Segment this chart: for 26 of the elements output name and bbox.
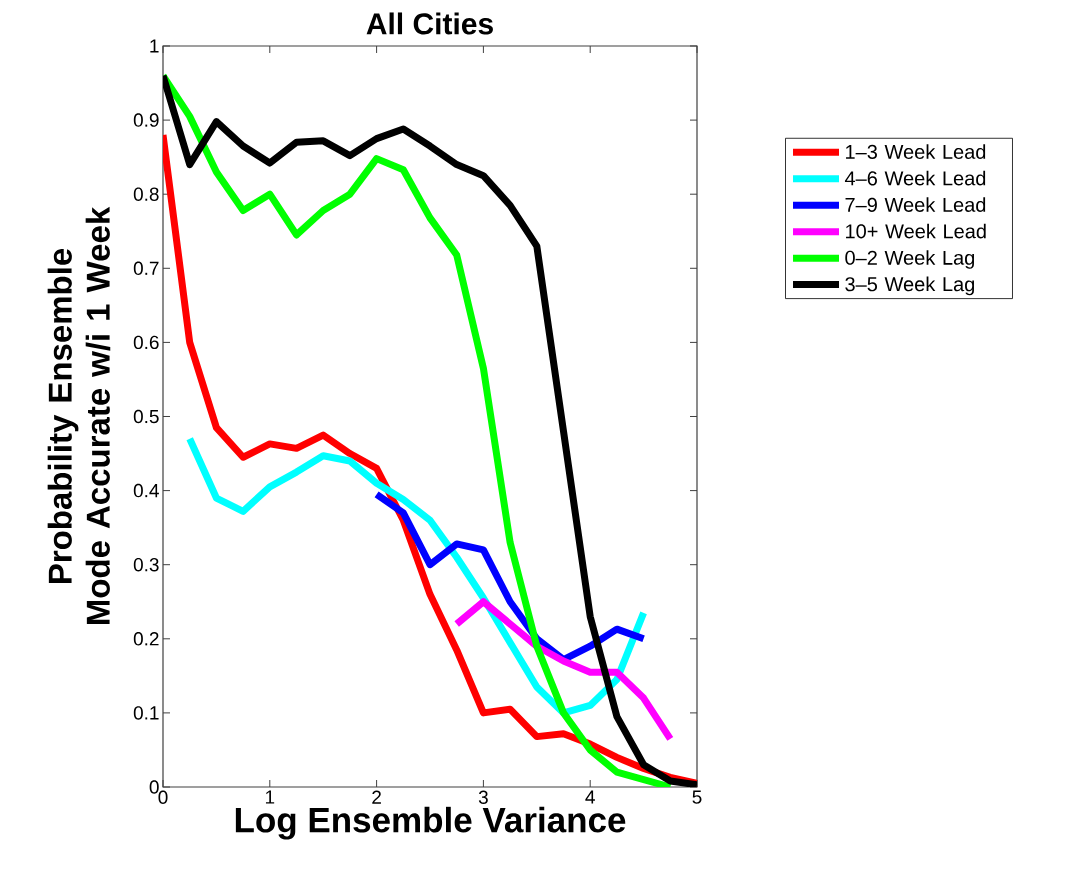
y-tick-label: 0 — [149, 780, 159, 794]
y-tick-label: 0.9 — [133, 113, 159, 127]
legend-label: 0–2 Week Lag — [845, 250, 975, 269]
y-tick-label: 0.2 — [133, 632, 159, 646]
x-tick-label: 0 — [158, 790, 168, 804]
y-tick-label: 1 — [150, 39, 159, 53]
y-tick-label: 0.7 — [133, 261, 159, 276]
legend-label: 3–5 Week Lag — [845, 276, 975, 296]
y-tick-label: 0.3 — [133, 557, 159, 572]
x-axis-title: Log Ensemble Variance — [235, 806, 626, 840]
y-tick-label: 0.1 — [133, 706, 159, 720]
y-tick-label: 0.4 — [133, 483, 159, 498]
x-tick-label: 2 — [372, 790, 381, 804]
legend-label: 1–3 Week Lead — [846, 144, 986, 159]
x-tick-label: 4 — [585, 790, 595, 804]
x-tick-label: 1 — [265, 790, 275, 804]
x-tick-label: 3 — [478, 790, 488, 804]
chart-title: All Cities — [366, 12, 493, 35]
x-tick-label: 5 — [692, 790, 702, 804]
legend-label: 4–6 Week Lead — [844, 170, 986, 186]
legend-label: 10+ Week Lead — [846, 223, 986, 239]
legend-label: 7–9 Week Lead — [845, 197, 986, 212]
y-axis-title: Probability Ensemble Mode Accurate w/i 1 Week — [47, 206, 111, 624]
y-tick-label: 0.8 — [133, 187, 159, 201]
y-tick-label: 0.5 — [133, 409, 159, 424]
y-tick-label: 0.6 — [133, 335, 159, 350]
